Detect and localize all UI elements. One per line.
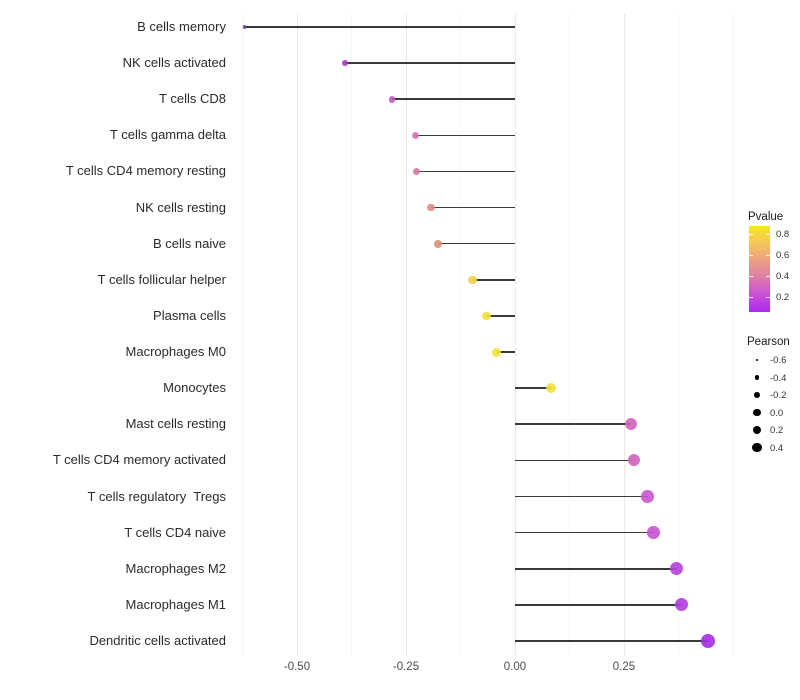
- pvalue-colorbar-tick: [766, 234, 770, 235]
- y-axis-label: Dendritic cells activated: [89, 633, 226, 648]
- y-axis-label: Plasma cells: [153, 307, 226, 323]
- y-axis-label: Monocytes: [163, 380, 226, 396]
- pearson-legend-dot: [753, 408, 761, 417]
- lollipop-dot: [546, 383, 557, 394]
- y-axis-label: T cells CD8: [159, 91, 226, 107]
- lollipop-stem: [392, 98, 515, 101]
- pvalue-tick-label: 0.6: [776, 250, 790, 261]
- lollipop-dot: [492, 347, 502, 357]
- minor-gridline: [242, 14, 243, 656]
- pearson-legend-label: -0.6: [770, 355, 787, 366]
- lollipop-stem: [515, 423, 631, 426]
- lollipop-dot: [427, 203, 436, 212]
- pearson-legend-dot: [752, 425, 762, 435]
- pvalue-tick-label: 0.8: [776, 229, 790, 240]
- y-axis-label: B cells memory: [137, 19, 226, 34]
- x-tick-label: -0.25: [392, 661, 420, 673]
- major-gridline: [296, 14, 298, 656]
- lollipop-dot: [468, 275, 477, 285]
- minor-gridline: [569, 14, 570, 656]
- lollipop-stem: [515, 459, 635, 462]
- pearson-legend-label: -0.2: [770, 390, 787, 401]
- major-gridline: [623, 14, 625, 656]
- y-axis-label: Mast cells resting: [125, 416, 226, 432]
- lollipop-stem: [515, 387, 552, 389]
- y-axis-label: Macrophages M0: [125, 344, 226, 360]
- minor-gridline: [460, 14, 461, 656]
- minor-gridline: [732, 14, 734, 656]
- lollipop-dot: [434, 239, 443, 248]
- pvalue-colorbar-tick: [766, 255, 770, 256]
- x-tick-label: 0.25: [612, 661, 636, 673]
- x-tick-label: -0.50: [283, 661, 311, 673]
- pvalue-colorbar-tick: [749, 234, 753, 235]
- pvalue-colorbar-tick: [766, 297, 770, 298]
- lollipop-stem: [415, 134, 515, 137]
- lollipop-dot: [641, 490, 654, 503]
- lollipop-dot: [674, 598, 688, 612]
- y-axis-label: T cells follicular helper: [97, 271, 226, 287]
- y-axis-label: NK cells resting: [135, 199, 226, 215]
- y-axis-label: T cells regulatory Tregs: [87, 488, 226, 504]
- pvalue-colorbar-tick: [749, 276, 753, 277]
- lollipop-stem: [515, 531, 654, 534]
- lollipop-dot: [388, 95, 396, 103]
- lollipop-stem: [486, 315, 515, 317]
- lollipop-stem: [438, 242, 515, 245]
- minor-gridline: [351, 14, 352, 656]
- y-axis-label: T cells CD4 memory activated: [52, 452, 226, 468]
- y-axis-label: Macrophages M1: [125, 596, 226, 612]
- pvalue-tick-label: 0.2: [776, 292, 790, 303]
- y-axis-label: B cells naive: [153, 235, 226, 251]
- lollipop-stem: [472, 279, 515, 281]
- pvalue-tick-label: 0.4: [776, 271, 790, 282]
- major-gridline: [514, 14, 516, 656]
- lollipop-stem: [515, 640, 709, 642]
- pearson-legend-label: 0.4: [770, 442, 784, 454]
- major-gridline: [405, 14, 407, 656]
- lollipop-stem: [431, 206, 515, 209]
- pearson-legend-dot: [752, 442, 762, 453]
- pearson-legend-label: -0.4: [770, 372, 787, 384]
- lollipop-stem: [515, 567, 677, 570]
- y-axis-label: Macrophages M2: [125, 560, 226, 576]
- pearson-legend-title: Pearson: [747, 336, 790, 348]
- lollipop-dot: [701, 634, 716, 648]
- pearson-legend-dot: [755, 358, 759, 362]
- lollipop-dot: [242, 25, 247, 29]
- lollipop-stem: [496, 351, 515, 353]
- pvalue-colorbar: [749, 226, 770, 312]
- lollipop-dot: [342, 60, 348, 66]
- lollipop-dot: [412, 167, 421, 176]
- pearson-legend-label: 0.2: [770, 425, 784, 436]
- lollipop-dot: [624, 418, 637, 431]
- lollipop-stem: [344, 62, 515, 64]
- lollipop-dot: [411, 131, 419, 139]
- lollipop-dot: [627, 454, 641, 467]
- x-tick-label: 0.00: [503, 661, 527, 673]
- y-axis-label: T cells CD4 memory resting: [65, 163, 226, 179]
- y-axis-label: T cells gamma delta: [109, 127, 226, 143]
- lollipop-dot: [670, 562, 684, 576]
- pvalue-colorbar-tick: [766, 276, 770, 277]
- lollipop-stem: [515, 495, 648, 498]
- pearson-legend-label: 0.0: [770, 407, 784, 419]
- lollipop-dot: [647, 526, 660, 539]
- lollipop-stem: [244, 26, 515, 28]
- lollipop-dot: [482, 311, 492, 321]
- pvalue-legend-title: Pvalue: [748, 211, 784, 223]
- lollipop-stem: [416, 170, 515, 173]
- y-axis-label: NK cells activated: [122, 55, 226, 71]
- lollipop-stem: [515, 604, 682, 606]
- pvalue-colorbar-tick: [749, 255, 753, 256]
- y-axis-label: T cells CD4 naive: [124, 524, 226, 540]
- pearson-legend-dot: [754, 375, 760, 380]
- pearson-legend-dot: [754, 392, 760, 398]
- pvalue-colorbar-tick: [749, 297, 753, 298]
- minor-gridline: [678, 14, 679, 656]
